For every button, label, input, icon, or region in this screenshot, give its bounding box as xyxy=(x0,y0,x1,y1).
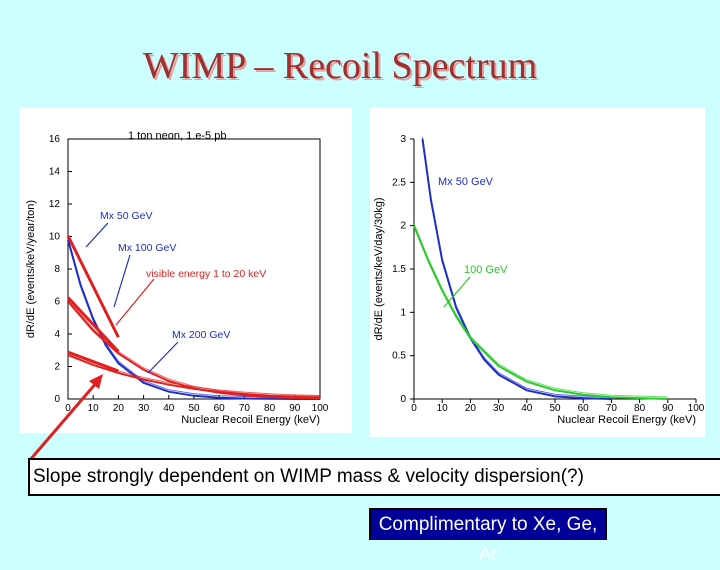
x-tick-label: 90 xyxy=(289,403,301,414)
chart-title: 1 ton neon, 1.e-5 pb xyxy=(128,130,226,142)
y-tick-label: 12 xyxy=(49,199,61,210)
x-tick-label: 0 xyxy=(411,403,417,414)
series-line-1-1 xyxy=(413,225,668,400)
right-chart-panel: 0 10 20 30 40 50 60 70 80 90 100 0 0.5 1 1.5 2 2.5 3 Nucle… xyxy=(370,107,705,437)
x-tick-label: 20 xyxy=(113,403,125,414)
series-line-0-2 xyxy=(67,354,321,399)
series-line-0-0 xyxy=(67,239,320,400)
x-tick-label: 70 xyxy=(239,403,251,414)
y-tick-label: 8 xyxy=(54,264,60,275)
x-tick-label: 60 xyxy=(578,403,590,414)
annotation-pointer xyxy=(115,278,155,326)
visible-energy-band xyxy=(66,235,120,338)
x-tick-label: 40 xyxy=(521,403,533,414)
y-tick-label: 16 xyxy=(49,134,61,145)
annotation-pointer xyxy=(113,254,131,308)
visible-energy-band xyxy=(66,296,120,353)
x-tick-label: 30 xyxy=(138,403,150,414)
visible-energy-band xyxy=(67,350,119,373)
annotation-label: Mx 100 GeV xyxy=(118,242,176,254)
x-tick-label: 100 xyxy=(688,403,705,414)
caption-box: Slope strongly dependent on WIMP mass & … xyxy=(28,458,720,496)
x-tick-label: 20 xyxy=(465,403,477,414)
y-tick-label: 14 xyxy=(49,167,61,178)
annotation-label: Mx 200 GeV xyxy=(172,329,230,341)
x-tick-label: 70 xyxy=(606,403,618,414)
y-axis-label: dR/dE (events/keV/year/ton) xyxy=(25,200,37,338)
y-tick-label: 2.5 xyxy=(392,177,406,188)
caption-text: Slope strongly dependent on WIMP mass & … xyxy=(33,466,584,487)
y-tick-label: 6 xyxy=(54,297,60,308)
x-tick-label: 60 xyxy=(214,403,226,414)
x-tick-label: 50 xyxy=(549,403,561,414)
y-tick-label: 2 xyxy=(54,362,60,373)
annotation-label: 100 GeV xyxy=(464,264,508,276)
x-tick-label: 10 xyxy=(437,403,449,414)
y-tick-label: 1 xyxy=(400,307,406,318)
annotation-pointer xyxy=(147,341,179,374)
left-chart: 0 10 20 30 40 50 60 70 80 90 100 0 2 4 6 8 10 12 14 16 Nucle… xyxy=(25,130,329,426)
x-tick-label: 80 xyxy=(634,403,646,414)
series-line-band-1-0 xyxy=(422,136,612,398)
y-tick-label: 0.5 xyxy=(392,351,406,362)
x-tick-label: 0 xyxy=(65,403,71,414)
complementary-note: Complimentary to Xe, Ge, Ar xyxy=(369,508,607,565)
y-tick-label: 4 xyxy=(54,329,60,340)
y-tick-label: 2 xyxy=(400,221,406,232)
y-tick-label: 0 xyxy=(400,394,406,405)
series-line-band-0-0 xyxy=(67,237,320,398)
x-axis-label: Nuclear Recoil Energy (keV) xyxy=(181,414,320,426)
left-chart-panel: 0 10 20 30 40 50 60 70 80 90 100 0 2 4 6 8 10 12 14 16 Nucle… xyxy=(20,107,352,433)
x-axis-label: Nuclear Recoil Energy (keV) xyxy=(557,414,696,426)
x-tick-label: 40 xyxy=(163,403,175,414)
annotation-pointer xyxy=(443,276,471,308)
x-tick-label: 10 xyxy=(88,403,100,414)
x-tick-label: 90 xyxy=(662,403,674,414)
x-tick-label: 100 xyxy=(312,403,329,414)
right-chart: 0 10 20 30 40 50 60 70 80 90 100 0 0.5 1 1.5 2 2.5 3 Nucle… xyxy=(373,134,705,426)
annotation-pointer xyxy=(85,222,109,248)
annotation-label: Mx 50 GeV xyxy=(100,210,153,222)
y-tick-label: 1.5 xyxy=(392,264,406,275)
y-tick-label: 0 xyxy=(54,394,60,405)
x-tick-label: 80 xyxy=(264,403,276,414)
slide-title: WIMP – Recoil Spectrum xyxy=(142,45,538,87)
x-tick-label: 30 xyxy=(493,403,505,414)
annotation-label: Mx 50 GeV xyxy=(438,176,494,188)
annotation-label: visible energy 1 to 20 keV xyxy=(146,268,266,280)
series-line-band-1-1 xyxy=(413,223,668,398)
y-tick-label: 3 xyxy=(400,134,406,145)
y-tick-label: 10 xyxy=(49,232,61,243)
y-axis-label: dR/dE (events/keV/day/30kg) xyxy=(373,197,385,340)
series-line-0-1 xyxy=(67,300,321,400)
x-tick-label: 50 xyxy=(188,403,200,414)
